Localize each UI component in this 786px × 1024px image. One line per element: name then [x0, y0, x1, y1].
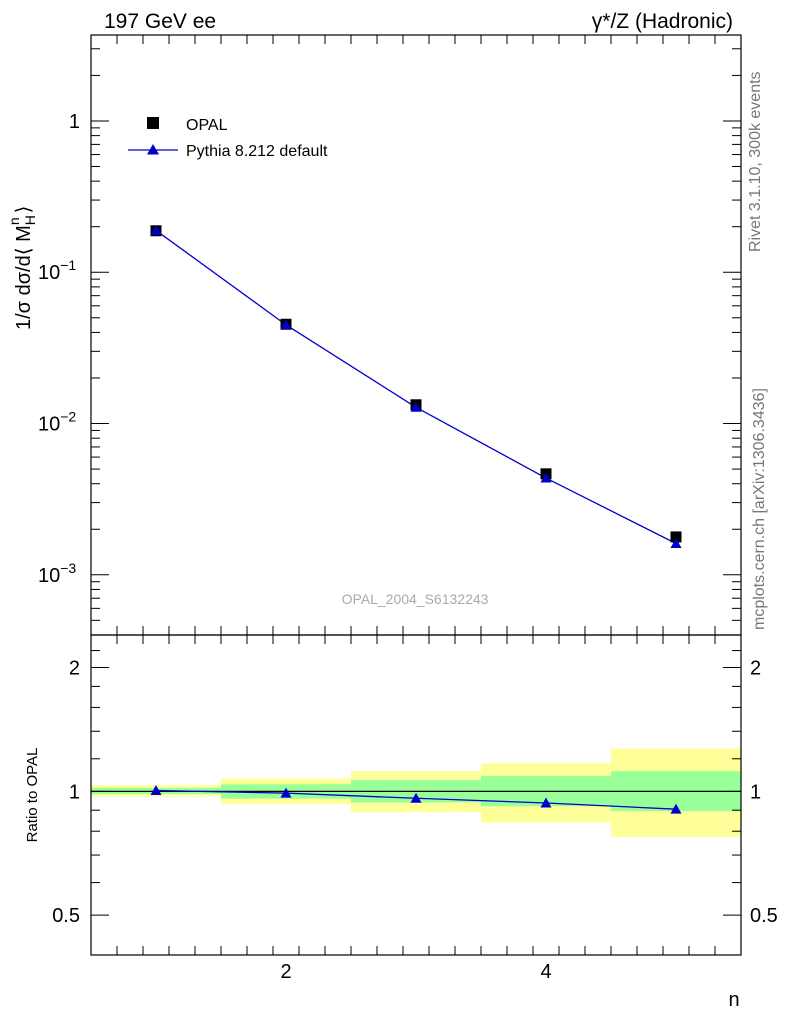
x-tick-label: 2: [280, 961, 291, 983]
pythia-point: [280, 319, 292, 330]
ratio-point: [670, 803, 682, 814]
opal-point: [670, 531, 682, 543]
pythia-line: [155, 229, 677, 545]
main-y-tick-labels: 1 10−1 10−2 10−3: [38, 111, 80, 587]
ratio-y-axis-label: Ratio to OPAL: [24, 748, 41, 843]
pythia-point: [150, 224, 162, 235]
energy-label: 197 GeV ee: [104, 10, 216, 33]
analysis-watermark: OPAL_2004_S6132243: [342, 591, 489, 607]
pythia-point: [540, 472, 552, 483]
ratio-y-tick-label-left: 2: [69, 658, 80, 680]
y-tick-label: 10−3: [38, 560, 76, 587]
legend-opal-marker: [147, 117, 159, 129]
x-axis-label: n: [728, 989, 739, 1011]
ratio-y-tick-label-right: 0.5: [750, 905, 778, 927]
ratio-y-tick-label-left: 0.5: [52, 905, 80, 927]
ratio-point: [150, 784, 162, 795]
ratio-panel: 0.5 0.5 1 1 2 2 Ratio to OPAL: [24, 634, 778, 956]
ratio-y-tick-label-right: 2: [750, 658, 761, 680]
ratio-point: [410, 792, 422, 803]
ratio-axis-ticks: [90, 634, 742, 956]
ratio-point: [280, 787, 292, 798]
y-tick-label: 10−1: [38, 257, 76, 284]
legend: OPAL Pythia 8.212 default: [128, 117, 328, 160]
main-plot-area: [150, 224, 682, 549]
ratio-point: [540, 797, 552, 808]
ratio-y-tick-label-right: 1: [750, 781, 761, 803]
legend-pythia-marker: [147, 144, 159, 155]
y-tick-label: 1: [69, 111, 80, 133]
pythia-point: [410, 401, 422, 412]
rivet-label: Rivet 3.1.10, 300k events: [747, 71, 764, 252]
mcplots-label: mcplots.cern.ch [arXiv:1306.3436]: [751, 388, 768, 630]
x-tick-label: 4: [540, 961, 551, 983]
pythia-point: [670, 538, 682, 549]
ratio-y-tick-labels: 0.5 0.5 1 1 2 2: [52, 658, 778, 928]
main-y-axis-label: 1/σ dσ/d⟨ MHn⟩: [6, 206, 38, 330]
ratio-y-tick-label-left: 1: [69, 781, 80, 803]
main-axis-ticks: [90, 35, 742, 636]
legend-opal-label: OPAL: [186, 117, 228, 134]
legend-pythia-label: Pythia 8.212 default: [186, 143, 328, 160]
y-tick-label: 10−2: [38, 409, 76, 436]
ratio-plot-area: [91, 748, 741, 837]
main-panel: 1 10−1 10−2 10−3 OPAL_2004_S6132243 1/σ dσ/…: [6, 34, 742, 636]
ratio-frame: [90, 634, 742, 956]
process-label: γ*/Z (Hadronic): [592, 10, 733, 33]
